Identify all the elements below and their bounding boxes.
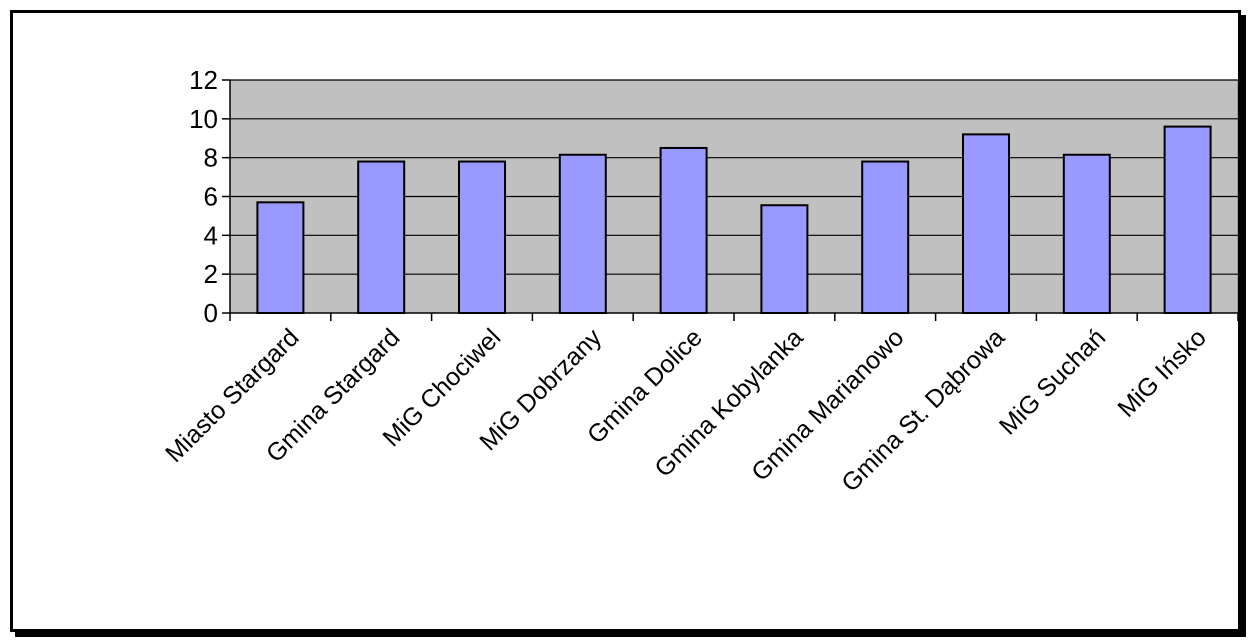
bar [357, 160, 406, 314]
bar [962, 133, 1010, 314]
y-tick-label: 2 [204, 259, 218, 289]
bar [1062, 153, 1111, 314]
y-tick-labels: 0 2 4 6 8 10 12 [189, 65, 218, 328]
bar [458, 160, 506, 314]
x-tick-label: MiG Ińsko [1112, 323, 1211, 422]
y-tick-label: 4 [204, 220, 218, 250]
bar [861, 160, 910, 314]
bar [760, 204, 809, 314]
y-tick-label: 0 [204, 298, 218, 328]
bar [558, 153, 607, 314]
axes [222, 79, 1238, 321]
bar [256, 201, 305, 314]
y-tick-label: 6 [204, 182, 218, 212]
y-tick-label: 8 [204, 143, 218, 173]
bar [659, 146, 708, 314]
y-tick-label: 12 [189, 65, 218, 95]
chart-frame: 0 2 4 6 8 10 12 Miasto Stargard Gmina Stargard M… [10, 10, 1241, 632]
x-tick-label: MiG Suchań [994, 323, 1111, 440]
y-tick-label: 10 [189, 104, 218, 134]
bar [1163, 125, 1212, 314]
